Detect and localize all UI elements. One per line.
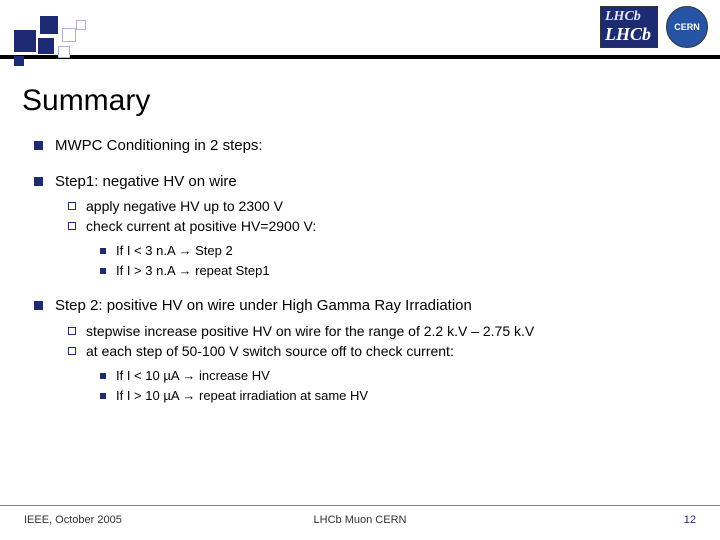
- hollow-square-bullet-icon: [68, 222, 76, 230]
- subsub-bullet-item: If I > 10 µA → repeat irradiation at sam…: [100, 388, 686, 405]
- sub-bullet-text: stepwise increase positive HV on wire fo…: [86, 322, 534, 340]
- sub-bullet-item: at each step of 50-100 V switch source o…: [68, 342, 686, 360]
- subsub-bullet-text: If I > 10 µA → repeat irradiation at sam…: [116, 388, 368, 405]
- slide-footer: IEEE, October 2005 LHCb Muon CERN 12: [0, 505, 720, 526]
- cern-logo: CERN: [666, 6, 708, 48]
- subsub-bullet-text: If I < 3 n.A → Step 2: [116, 243, 233, 260]
- footer-left: IEEE, October 2005: [24, 514, 122, 526]
- square-bullet-icon: [34, 141, 43, 150]
- hollow-square-bullet-icon: [68, 202, 76, 210]
- sub-bullet-text: at each step of 50-100 V switch source o…: [86, 342, 454, 360]
- square-bullet-icon: [34, 177, 43, 186]
- small-square-bullet-icon: [100, 393, 106, 399]
- lhcb-logo-small-text: LHCb: [605, 9, 641, 25]
- bullet-text: Step1: negative HV on wire: [55, 172, 237, 192]
- logo-group: LHCb LHCb CERN: [600, 6, 708, 48]
- sub-bullet-item: stepwise increase positive HV on wire fo…: [68, 322, 686, 340]
- subsub-bullet-text: If I < 10 µA → increase HV: [116, 368, 270, 385]
- cern-logo-text: CERN: [674, 22, 700, 32]
- subsub-bullet-item: If I < 10 µA → increase HV: [100, 368, 686, 385]
- bullet-item: Step1: negative HV on wire apply negativ…: [34, 172, 686, 281]
- subsub-bullet-item: If I > 3 n.A → repeat Step1: [100, 263, 686, 280]
- decorative-squares: [14, 10, 104, 68]
- slide-title: Summary: [22, 84, 720, 118]
- hollow-square-bullet-icon: [68, 327, 76, 335]
- subsub-bullet-text: If I > 3 n.A → repeat Step1: [116, 263, 270, 280]
- small-square-bullet-icon: [100, 268, 106, 274]
- hollow-square-bullet-icon: [68, 347, 76, 355]
- bullet-item: Step 2: positive HV on wire under High G…: [34, 296, 686, 405]
- small-square-bullet-icon: [100, 248, 106, 254]
- sub-bullet-text: check current at positive HV=2900 V:: [86, 217, 316, 235]
- sub-bullet-item: check current at positive HV=2900 V:: [68, 217, 686, 235]
- bullet-text: MWPC Conditioning in 2 steps:: [55, 136, 263, 156]
- small-square-bullet-icon: [100, 373, 106, 379]
- sub-bullet-text: apply negative HV up to 2300 V: [86, 197, 283, 215]
- lhcb-logo: LHCb LHCb: [600, 6, 658, 48]
- slide-content: MWPC Conditioning in 2 steps: Step1: neg…: [0, 136, 720, 405]
- subsub-bullet-item: If I < 3 n.A → Step 2: [100, 243, 686, 260]
- lhcb-logo-main-text: LHCb: [605, 24, 651, 45]
- bullet-item: MWPC Conditioning in 2 steps:: [34, 136, 686, 156]
- footer-center: LHCb Muon CERN: [314, 514, 407, 526]
- slide-header: LHCb LHCb CERN: [0, 0, 720, 70]
- bullet-text: Step 2: positive HV on wire under High G…: [55, 296, 472, 316]
- page-number: 12: [684, 514, 696, 526]
- sub-bullet-item: apply negative HV up to 2300 V: [68, 197, 686, 215]
- square-bullet-icon: [34, 301, 43, 310]
